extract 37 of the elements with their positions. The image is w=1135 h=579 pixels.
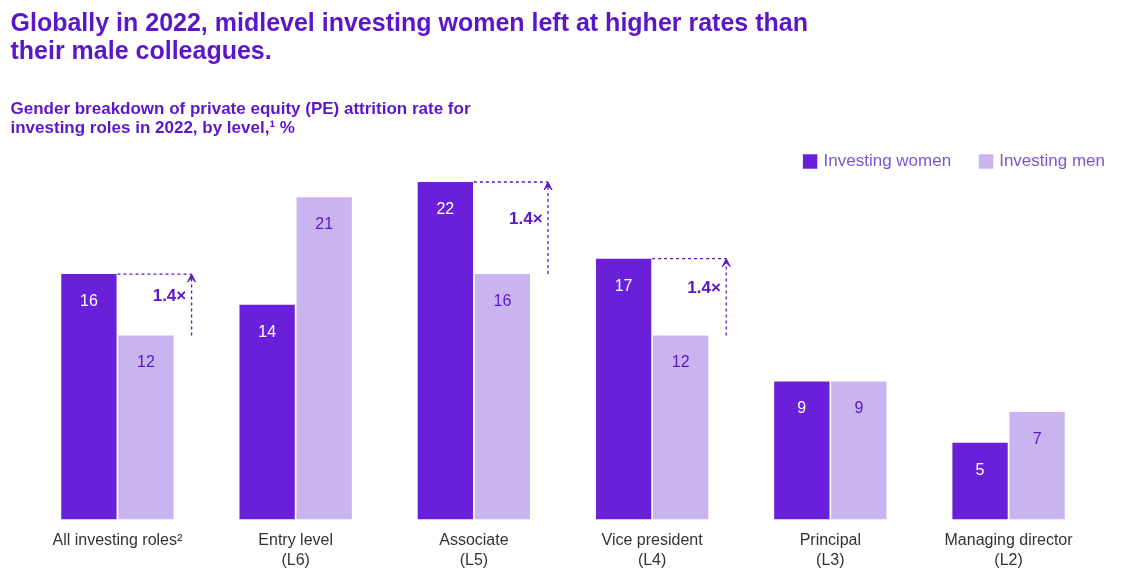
data-label: 22 — [436, 200, 455, 217]
bar — [595, 258, 652, 520]
chart-subtitle: Gender breakdown of private equity (PE) attrition rate for investing roles in 2022, by level,¹ % — [10, 98, 471, 137]
data-label: 9 — [854, 399, 864, 417]
data-label: 21 — [315, 215, 334, 233]
chart-title: Globally in 2022, midlevel investing women left at higher rates than their male colleagues. — [10, 7, 808, 64]
data-label: 17 — [614, 276, 633, 294]
data-label: 7 — [1032, 430, 1042, 448]
bar — [118, 335, 174, 520]
annotation: 1.4× — [509, 209, 543, 229]
bar — [774, 381, 830, 520]
x-tick-label: All investing roles² — [52, 530, 184, 548]
bar — [417, 182, 474, 520]
data-label: 9 — [797, 399, 807, 417]
x-tick-label: Entry level (L6) — [258, 530, 334, 568]
bar — [831, 381, 887, 520]
x-tick-label: Associate (L5) — [439, 530, 509, 568]
bar — [952, 442, 1008, 520]
bar — [239, 304, 295, 520]
data-label: 16 — [493, 292, 512, 310]
bar — [1009, 412, 1065, 520]
x-tick-label: Vice president (L4) — [601, 530, 704, 568]
bar — [296, 197, 352, 520]
bar — [61, 274, 117, 520]
data-label: 12 — [671, 353, 690, 371]
data-label: 12 — [137, 353, 155, 371]
data-label: 16 — [80, 292, 98, 310]
bar — [652, 335, 709, 520]
x-tick-label: Managing director (L2) — [944, 530, 1074, 568]
legend-label: Investing women — [823, 151, 952, 171]
data-label: 14 — [258, 322, 277, 340]
bar — [474, 274, 531, 520]
legend-label: Investing men — [999, 151, 1105, 171]
annotation: 1.4× — [687, 278, 721, 298]
x-tick-label: Principal (L3) — [799, 530, 862, 568]
annotation: 1.4× — [152, 285, 187, 305]
data-label: 5 — [975, 460, 985, 478]
